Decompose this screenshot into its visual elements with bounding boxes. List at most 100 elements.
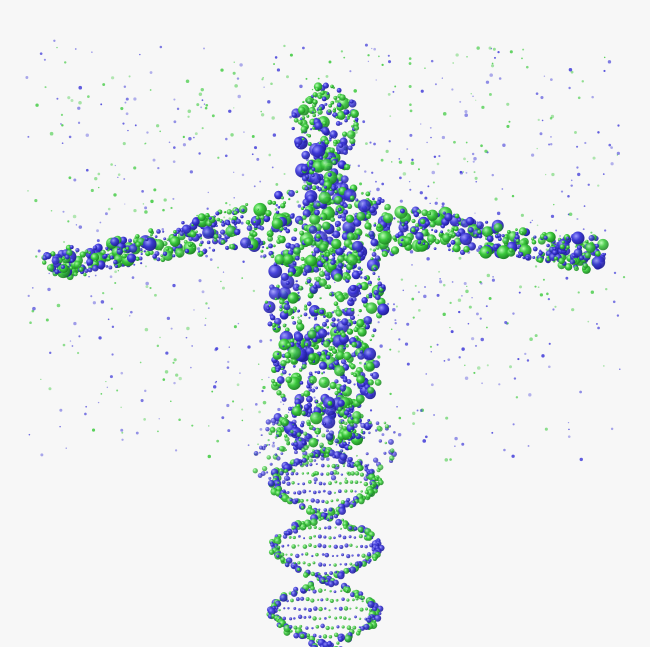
particle-dot-icon <box>306 395 313 403</box>
particle-dot-icon <box>319 361 328 370</box>
particle-dot-icon <box>565 248 568 251</box>
particle-dot-icon <box>537 118 540 122</box>
particle-dot-icon <box>426 257 430 261</box>
particle-dot-icon <box>399 176 402 180</box>
particle-dot-icon <box>313 525 317 529</box>
particle-dot-icon <box>279 471 284 476</box>
particle-dot-icon <box>531 237 535 241</box>
particle-dot-icon <box>283 303 291 311</box>
particle-dot-icon <box>361 297 368 304</box>
particle-dot-icon <box>261 389 264 393</box>
particle-dot-icon <box>190 366 192 369</box>
particle-dot-icon <box>139 262 143 265</box>
particle-dot-icon <box>440 224 446 229</box>
particle-dot-icon <box>76 351 80 355</box>
particle-dot-icon <box>605 287 608 291</box>
particle-dot-icon <box>193 246 196 249</box>
particle-dot-icon <box>99 221 102 224</box>
particle-dot-icon <box>62 210 65 213</box>
particle-dot-icon <box>102 292 105 295</box>
particle-dot-icon <box>253 220 256 224</box>
particle-dot-icon <box>431 228 434 231</box>
particle-dot-icon <box>157 166 160 170</box>
particle-dot-icon <box>348 525 353 531</box>
particle-dot-icon <box>346 130 356 139</box>
particle-dot-icon <box>424 67 426 69</box>
particle-dot-icon <box>154 235 158 238</box>
particle-dot-icon <box>225 225 237 238</box>
particle-dot-icon <box>476 366 481 370</box>
particle-dot-icon <box>561 240 565 244</box>
particle-dot-icon <box>299 314 303 317</box>
particle-dot-icon <box>364 617 368 621</box>
particle-dot-icon <box>162 378 166 381</box>
particle-dot-icon <box>100 300 105 304</box>
particle-dot-icon <box>303 445 309 451</box>
particle-dot-icon <box>25 76 29 79</box>
particle-dot-icon <box>105 264 109 268</box>
particle-dot-icon <box>327 387 331 391</box>
particle-dot-icon <box>263 215 271 223</box>
particle-dot-icon <box>326 325 330 329</box>
particle-dot-icon <box>135 257 140 261</box>
particle-dot-icon <box>318 141 321 145</box>
particle-dot-icon <box>222 286 225 290</box>
particle-dot-icon <box>292 261 297 266</box>
particle-dot-icon <box>305 464 309 467</box>
particle-dot-icon <box>385 149 389 153</box>
particle-dot-icon <box>259 226 265 231</box>
particle-dot-icon <box>607 60 612 64</box>
particle-dot-icon <box>406 148 409 150</box>
particle-dot-icon <box>78 85 83 90</box>
particle-dot-icon <box>511 454 515 458</box>
particle-dot-icon <box>328 430 335 436</box>
particle-dot-icon <box>35 103 39 107</box>
particle-dot-icon <box>464 113 468 117</box>
particle-dot-icon <box>92 264 99 272</box>
particle-dot-icon <box>184 248 190 254</box>
particle-dot-icon <box>485 80 490 84</box>
particle-dot-icon <box>367 600 375 609</box>
particle-dot-icon <box>278 494 283 499</box>
particle-dot-icon <box>362 120 366 124</box>
particle-dot-icon <box>318 606 323 612</box>
particle-dot-icon <box>297 482 300 486</box>
particle-dot-icon <box>313 544 317 549</box>
particle-dot-icon <box>59 408 63 412</box>
particle-dot-icon <box>290 598 294 603</box>
particle-dot-icon <box>334 189 338 194</box>
particle-dot-icon <box>335 120 341 126</box>
particle-dot-icon <box>329 515 334 520</box>
particle-dot-icon <box>439 278 441 280</box>
particle-dot-icon <box>420 123 422 125</box>
particle-dot-icon <box>493 244 499 250</box>
particle-dot-icon <box>336 87 342 93</box>
particle-dot-icon <box>436 343 439 346</box>
particle-dot-icon <box>368 608 373 612</box>
particle-dot-icon <box>269 339 273 342</box>
particle-dot-icon <box>397 432 402 437</box>
particle-dot-icon <box>90 295 93 298</box>
particle-dot-icon <box>277 205 281 209</box>
particle-dot-icon <box>39 52 43 55</box>
particle-dot-icon <box>325 453 330 458</box>
particle-dot-icon <box>412 316 415 319</box>
particle-dot-icon <box>314 121 323 130</box>
particle-dot-icon <box>315 624 320 629</box>
particle-dot-icon <box>320 158 333 172</box>
particle-dot-icon <box>298 368 303 372</box>
particle-dot-icon <box>359 182 363 186</box>
particle-dot-icon <box>205 317 207 319</box>
particle-dot-icon <box>486 326 488 329</box>
particle-dot-icon <box>303 404 310 411</box>
particle-dot-icon <box>336 293 345 303</box>
particle-dot-icon <box>355 606 358 610</box>
particle-dot-icon <box>582 263 589 269</box>
particle-dot-icon <box>489 73 493 77</box>
particle-dot-icon <box>105 380 107 383</box>
particle-dot-icon <box>280 196 285 200</box>
particle-dot-icon <box>430 383 434 387</box>
particle-dot-icon <box>61 124 64 127</box>
particle-dot-icon <box>357 199 371 213</box>
particle-dot-icon <box>597 131 600 134</box>
